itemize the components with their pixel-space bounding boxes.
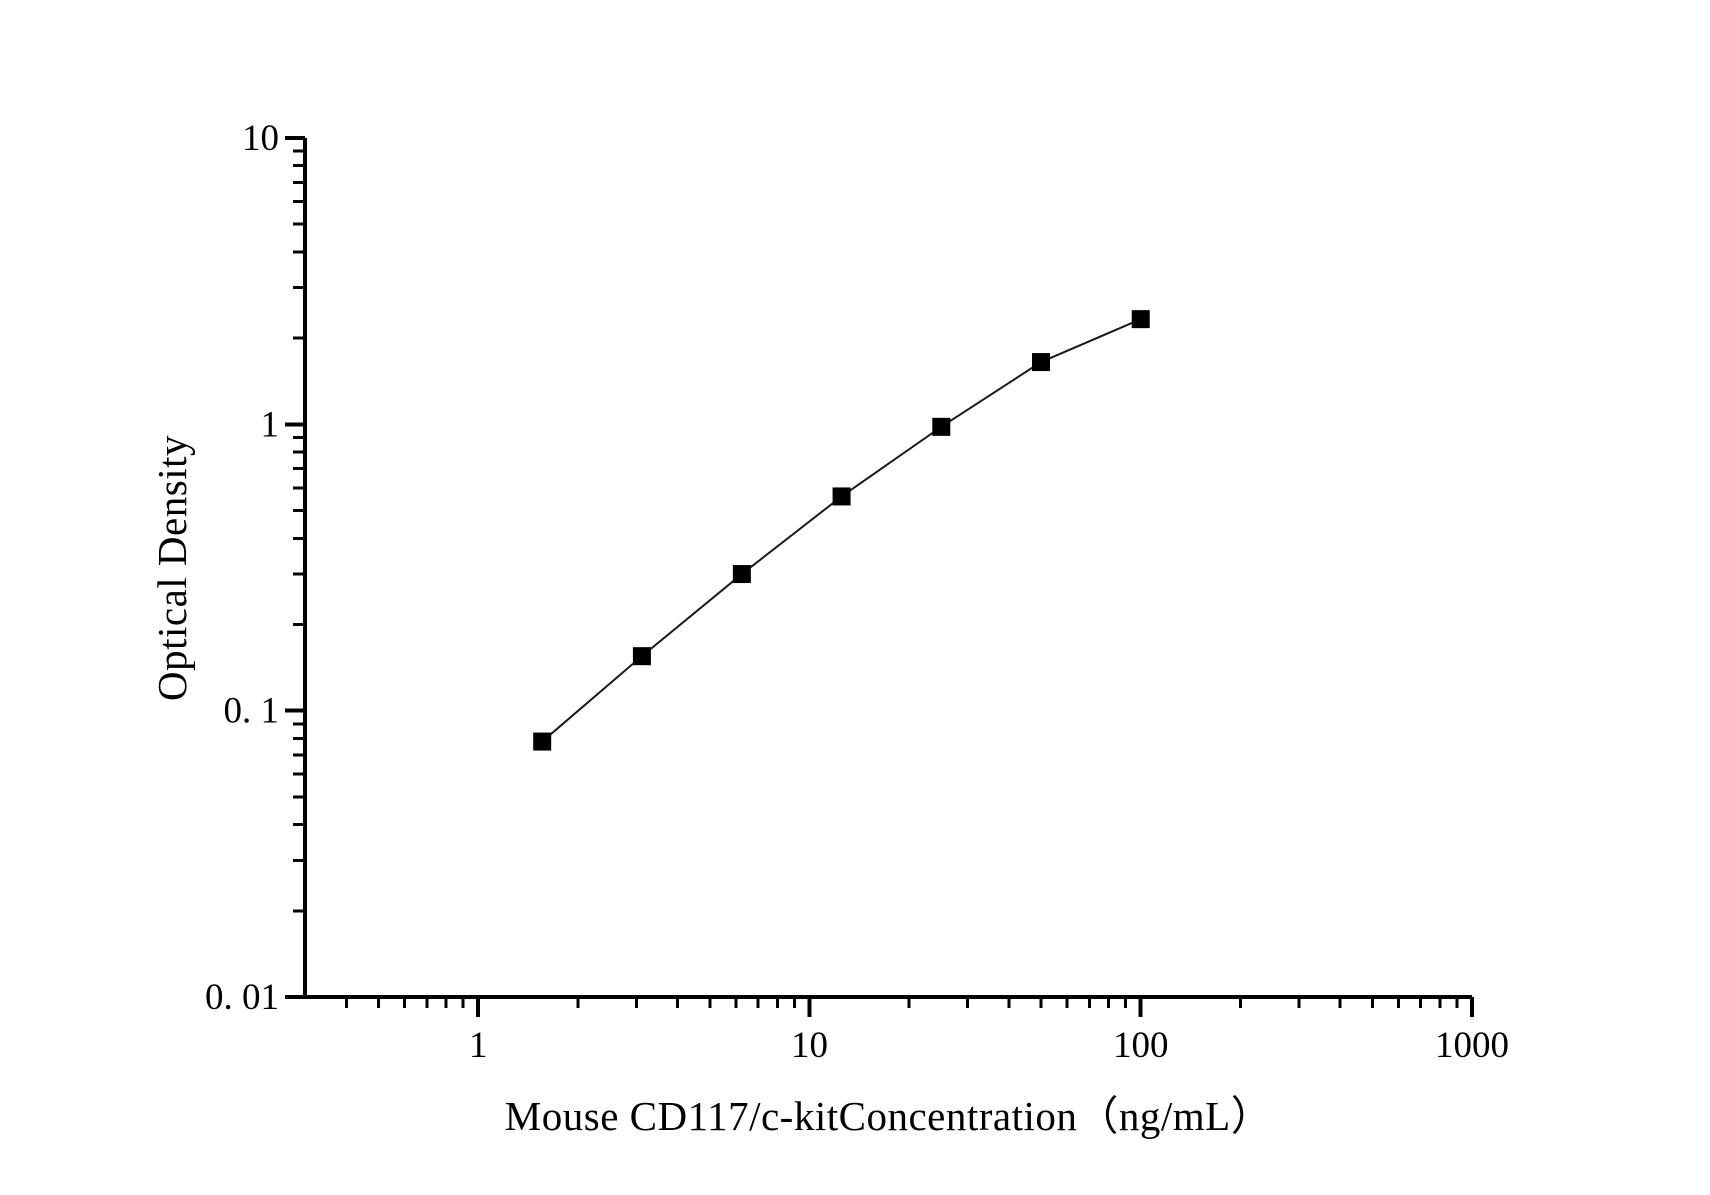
data-point-marker xyxy=(732,565,751,584)
curve-line xyxy=(541,318,1142,743)
x-tick-label: 1 xyxy=(469,1025,488,1066)
data-point-marker xyxy=(533,732,552,751)
data-point-marker xyxy=(932,417,951,436)
y-tick-label: 0. 01 xyxy=(205,977,279,1018)
y-axis-title: Optical Density xyxy=(149,435,195,701)
data-point-marker xyxy=(632,647,651,666)
y-tick-label: 1 xyxy=(261,404,280,445)
x-tick-label: 10 xyxy=(791,1025,828,1066)
data-point-marker xyxy=(832,487,851,506)
y-tick-label: 0. 1 xyxy=(224,691,280,732)
x-axis-title: Mouse CD117/c-kitConcentration（ng/mL） xyxy=(504,1093,1273,1139)
data-point-marker xyxy=(1032,353,1051,372)
x-tick-label: 100 xyxy=(1113,1025,1169,1066)
x-tick-label: 1000 xyxy=(1435,1025,1509,1066)
data-point-marker xyxy=(1131,310,1150,329)
y-tick-label: 10 xyxy=(242,118,279,159)
